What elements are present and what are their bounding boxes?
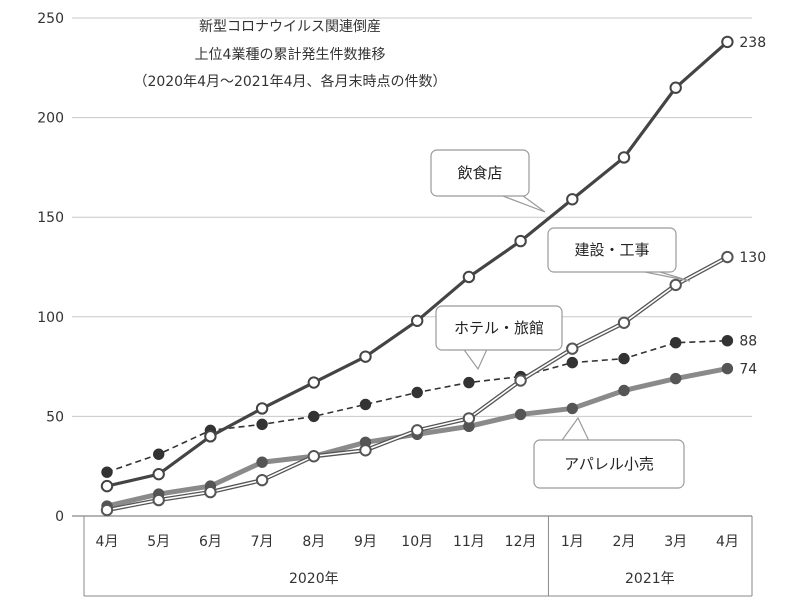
x-tick-label: 3月	[664, 534, 687, 550]
data-point	[255, 402, 269, 415]
data-point	[204, 430, 217, 443]
y-tick-label: 50	[46, 409, 64, 425]
x-tick-label: 6月	[199, 534, 222, 550]
data-point	[411, 424, 424, 437]
data-point	[153, 448, 165, 460]
data-point	[514, 408, 527, 421]
series-name-label: ホテル・旅館	[454, 319, 544, 337]
data-point	[721, 362, 734, 375]
series-layer: 74 88 130 238	[100, 35, 766, 517]
data-point	[566, 356, 578, 369]
data-point	[307, 450, 320, 463]
chart-title-line-3: （2020年4月～2021年4月、各月末時点の件数）	[133, 74, 446, 90]
callout-apparel: アパレル小売	[533, 416, 685, 489]
data-point	[256, 418, 268, 431]
y-tick-label: 0	[55, 509, 64, 525]
data-point	[255, 473, 269, 487]
data-point	[617, 151, 631, 164]
y-tick-label: 150	[37, 210, 64, 226]
x-tick-label: 9月	[354, 534, 377, 550]
data-point	[566, 342, 579, 355]
data-point	[307, 376, 320, 389]
data-point	[101, 466, 113, 478]
callout-kensetsu: 建設・工事	[547, 227, 691, 282]
series-end-label: 238	[739, 35, 766, 51]
callout-mask	[536, 474, 682, 486]
data-point	[670, 372, 682, 385]
series-end-label: 74	[739, 362, 757, 378]
data-point	[411, 314, 424, 327]
chart-title-line-1: 新型コロナウイルス関連倒産	[199, 19, 381, 35]
data-point	[463, 376, 475, 389]
x-tick-label: 4月	[96, 534, 119, 550]
data-point	[152, 493, 165, 507]
callout-hotel: ホテル・旅館	[435, 305, 563, 371]
x-tick-label: 12月	[505, 534, 537, 550]
data-point	[100, 479, 114, 493]
x-tick-label: 7月	[251, 534, 274, 550]
data-point	[411, 386, 423, 399]
callout-mask	[433, 182, 527, 194]
data-point	[617, 316, 631, 329]
data-point	[462, 412, 476, 425]
series-end-label: 130	[739, 250, 766, 266]
series-name-label: 建設・工事	[574, 241, 649, 259]
data-point	[514, 374, 527, 387]
data-point	[566, 402, 578, 415]
x-year-label: 2020年	[289, 571, 339, 587]
data-point	[462, 270, 476, 284]
x-tick-label: 11月	[453, 534, 485, 550]
data-point	[721, 250, 734, 264]
callout-mask	[438, 336, 560, 348]
data-point	[618, 352, 630, 365]
grid-layer	[72, 17, 752, 417]
data-point	[359, 444, 372, 457]
x-year-label: 2021年	[625, 571, 675, 587]
chart-title-line-2: 上位4業種の累計発生件数推移	[195, 47, 386, 63]
x-tick-label: 10月	[401, 534, 433, 550]
data-point	[256, 456, 268, 468]
data-point	[359, 350, 372, 363]
data-point	[669, 278, 682, 292]
data-point	[514, 234, 527, 248]
data-point	[204, 485, 217, 499]
data-point	[618, 384, 630, 397]
callout-mask	[550, 258, 674, 270]
data-point	[670, 336, 682, 349]
series-end-label: 88	[739, 334, 757, 350]
y-tick-label: 200	[37, 111, 64, 127]
callout-inshokuten: 飲食店	[430, 149, 546, 213]
data-point	[566, 193, 579, 206]
data-point	[359, 398, 372, 411]
x-tick-label: 8月	[302, 534, 325, 550]
series-name-label: アパレル小売	[564, 455, 654, 473]
data-point	[721, 335, 734, 347]
data-point	[721, 35, 734, 49]
x-tick-label: 2月	[613, 534, 636, 550]
x-tick-label: 5月	[147, 534, 170, 550]
y-tick-label: 250	[37, 11, 64, 27]
data-point	[669, 81, 682, 94]
y-tick-label: 100	[37, 310, 64, 326]
data-point	[308, 410, 320, 423]
series-name-label: 飲食店	[457, 164, 502, 182]
x-tick-label: 4月	[716, 534, 739, 550]
data-point	[100, 503, 114, 517]
data-point	[152, 467, 165, 481]
axis-layer: 0 50 100 150 200 250 4月 5月 6月 7月 8月 9月 10月 11月 12月 1月 2月…	[37, 11, 753, 597]
callout-pointer	[558, 416, 591, 444]
x-tick-label: 1月	[561, 534, 584, 550]
